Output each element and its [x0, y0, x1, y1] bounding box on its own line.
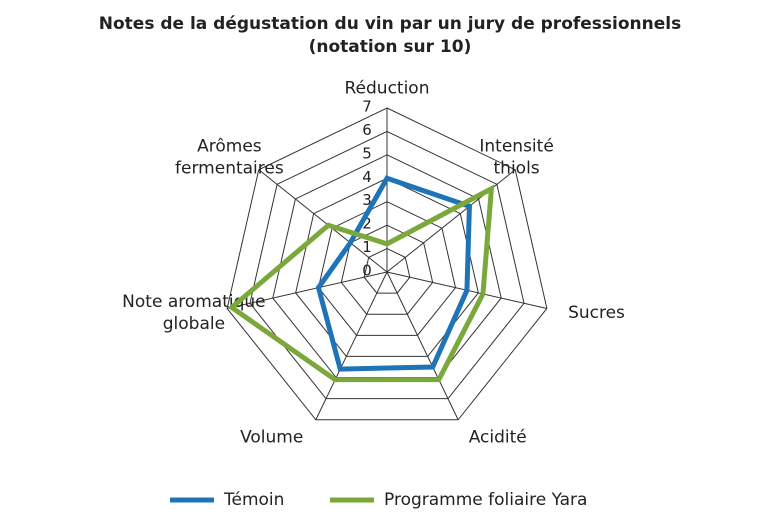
- grid-ring: [317, 201, 457, 336]
- r-tick-label: 5: [362, 144, 372, 162]
- chart-title: Notes de la dégustation du vin par un ju…: [99, 14, 681, 34]
- r-tick-label: 2: [362, 215, 372, 233]
- r-tick-label: 7: [362, 98, 372, 116]
- category-label: Acidité: [469, 427, 527, 447]
- category-label: Réduction: [345, 78, 430, 98]
- grid-ring: [249, 130, 525, 400]
- category-label: Arômes fermentaires: [175, 136, 284, 178]
- r-tick-label: 6: [362, 121, 372, 139]
- r-tick-label: 4: [362, 168, 372, 186]
- series-line: [227, 184, 495, 383]
- r-tick-label: 1: [362, 238, 372, 256]
- grid-ring: [295, 177, 479, 357]
- grid-ring: [363, 248, 411, 294]
- spoke: [315, 271, 388, 420]
- category-label: Volume: [240, 427, 303, 447]
- legend-label: Programme foliaire Yara: [384, 490, 587, 510]
- spoke: [386, 271, 459, 420]
- spoke: [227, 271, 388, 309]
- r-tick-label: 0: [362, 262, 372, 280]
- legend-label: Témoin: [223, 490, 284, 510]
- r-tick-label: 3: [362, 191, 372, 209]
- category-label: Sucres: [568, 303, 625, 323]
- category-label: Intensité thiols: [479, 136, 553, 178]
- chart-subtitle: (notation sur 10): [309, 37, 472, 57]
- grid-ring: [340, 224, 434, 315]
- grid-ring: [226, 107, 548, 421]
- spoke: [258, 169, 388, 273]
- series-line: [315, 175, 472, 372]
